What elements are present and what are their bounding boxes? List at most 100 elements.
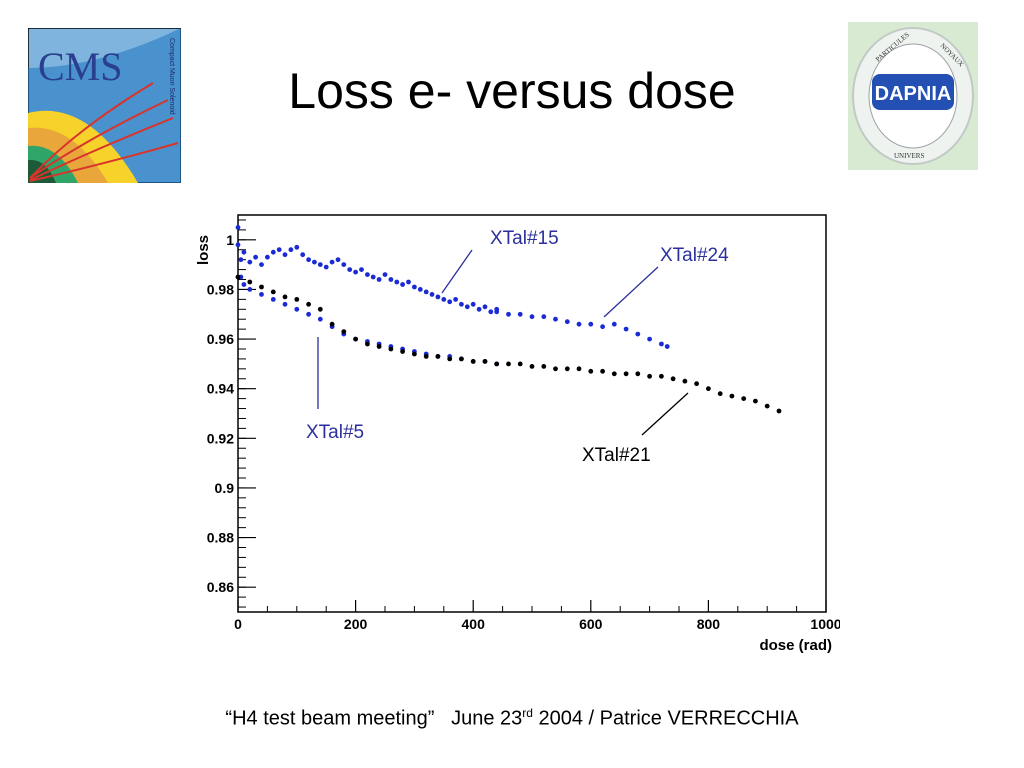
data-point [300, 252, 306, 258]
data-point [670, 376, 676, 382]
x-tick-label: 1000 [810, 616, 840, 632]
data-point [470, 359, 476, 364]
data-point [494, 361, 500, 367]
data-point [288, 247, 294, 253]
data-point [635, 371, 641, 377]
data-point [441, 297, 447, 302]
data-point [259, 284, 264, 290]
data-point [365, 341, 370, 347]
data-point [600, 368, 605, 374]
y-tick-label: 0.94 [207, 381, 234, 397]
data-point [476, 306, 482, 312]
data-point [564, 319, 570, 325]
cms-logo: CMS Compact Muon Solenoid [28, 28, 181, 183]
y-tick-label: 0.96 [207, 331, 234, 347]
chart-points [235, 225, 782, 414]
data-point [317, 306, 323, 312]
data-point [306, 257, 311, 263]
data-point [247, 259, 253, 265]
data-point [482, 304, 488, 310]
data-point [406, 279, 411, 285]
data-point [265, 254, 270, 260]
data-point [306, 301, 311, 307]
data-point [353, 269, 358, 275]
footer-date: June 23 [451, 707, 523, 730]
data-point [488, 309, 494, 315]
data-point [353, 336, 358, 342]
data-point [388, 346, 394, 352]
data-point [347, 267, 353, 272]
data-point [323, 264, 329, 270]
x-tick-label: 0 [234, 616, 242, 632]
data-point [394, 279, 400, 285]
data-point [359, 267, 364, 272]
data-point [459, 301, 464, 307]
data-point [635, 331, 641, 337]
data-point [659, 373, 664, 379]
data-point [423, 354, 429, 359]
plot-frame [237, 214, 827, 613]
data-point [611, 371, 617, 377]
data-point [623, 371, 629, 377]
data-point [370, 274, 376, 280]
arrow-xtal24 [603, 266, 659, 318]
data-point [238, 257, 244, 263]
footer-rest: 2004 / Patrice VERRECCHIA [532, 707, 799, 730]
data-point [270, 297, 276, 302]
y-tick-label: 0.98 [207, 281, 234, 297]
footer-quote: “H4 test beam meeting” [225, 707, 435, 730]
data-point [647, 336, 652, 342]
y-tick-label: 1 [226, 232, 234, 248]
y-tick-label: 0.92 [207, 430, 234, 446]
data-point [282, 294, 288, 300]
data-point [764, 403, 770, 409]
data-point [282, 252, 288, 258]
data-point [529, 314, 535, 320]
data-point [694, 381, 699, 387]
data-point [294, 306, 300, 312]
data-point [435, 294, 441, 300]
data-point [664, 344, 670, 349]
data-point [564, 366, 570, 372]
footer-date-sup: rd [522, 706, 533, 720]
data-point [482, 359, 488, 364]
data-point [412, 284, 417, 290]
data-point [294, 297, 300, 302]
data-point [623, 326, 629, 332]
x-tick-label: 600 [579, 616, 603, 632]
x-tick-label: 800 [697, 616, 721, 632]
data-point [270, 249, 276, 255]
x-axis-title: dose (rad) [759, 637, 832, 654]
data-point [494, 309, 500, 315]
data-point [400, 282, 405, 287]
footer: “H4 test beam meeting” June 23rd 2004 / … [0, 706, 1024, 731]
data-point [611, 321, 617, 327]
dapnia-ring-bottom: UNIVERS [894, 152, 924, 160]
data-point [247, 279, 253, 285]
data-point [247, 287, 253, 292]
data-point [259, 262, 264, 267]
annotation-xtal24: XTal#24 [660, 245, 729, 266]
data-point [306, 311, 311, 317]
data-point [329, 259, 335, 265]
data-point [741, 396, 747, 401]
data-point [576, 366, 582, 372]
data-point [729, 393, 735, 399]
data-point [506, 361, 511, 367]
data-point [235, 225, 241, 230]
data-point [447, 299, 453, 305]
data-point [282, 301, 288, 307]
data-point [506, 311, 511, 317]
data-point [706, 386, 711, 392]
data-point [541, 364, 547, 369]
data-point [270, 289, 276, 295]
slide-title: Loss e- versus dose [288, 63, 736, 119]
chart-axes: 0 200 400 600 800 1000 0.86 0.88 0.9 0.92 0.94 0.96… [195, 214, 840, 654]
data-point [317, 262, 323, 267]
data-point [553, 316, 558, 322]
y-tick-label: 0.88 [207, 530, 234, 546]
data-point [682, 378, 688, 384]
data-point [341, 329, 347, 334]
data-point [241, 249, 247, 255]
y-tick-label: 0.9 [215, 480, 235, 496]
